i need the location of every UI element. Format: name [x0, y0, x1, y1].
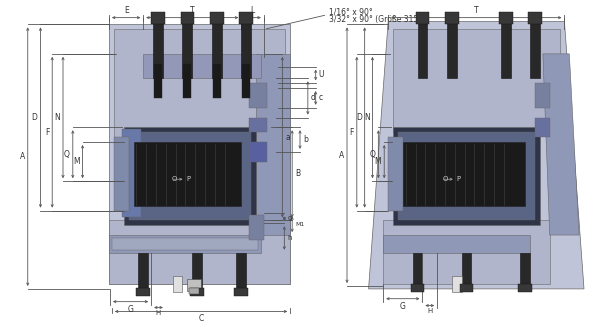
- Bar: [242, 64, 250, 98]
- Bar: [501, 15, 511, 78]
- Text: P: P: [186, 176, 190, 182]
- Bar: [398, 132, 535, 220]
- Bar: [136, 288, 150, 296]
- Text: d: d: [311, 93, 316, 102]
- Text: G: G: [128, 305, 134, 314]
- Bar: [210, 12, 224, 24]
- Bar: [499, 12, 512, 24]
- Bar: [528, 12, 542, 24]
- Text: D: D: [32, 113, 38, 122]
- Text: O: O: [172, 176, 178, 182]
- Bar: [112, 238, 258, 250]
- Bar: [114, 137, 128, 211]
- Text: L: L: [250, 6, 254, 15]
- Bar: [124, 127, 256, 225]
- Bar: [418, 15, 427, 78]
- Text: H: H: [156, 310, 161, 317]
- Text: M: M: [374, 157, 381, 166]
- Bar: [461, 253, 472, 287]
- Text: E: E: [124, 6, 128, 15]
- Text: B: B: [295, 169, 300, 178]
- Text: T: T: [190, 6, 194, 15]
- Text: M: M: [73, 157, 80, 166]
- Text: N: N: [364, 113, 370, 122]
- Bar: [154, 64, 162, 98]
- Bar: [249, 83, 267, 108]
- Text: Q: Q: [64, 150, 70, 159]
- Text: G: G: [400, 302, 406, 311]
- Text: C: C: [199, 314, 204, 323]
- Text: h: h: [287, 235, 292, 241]
- Text: O: O: [442, 176, 448, 182]
- Bar: [190, 288, 204, 296]
- Text: g: g: [287, 215, 292, 221]
- Polygon shape: [393, 29, 560, 132]
- Bar: [239, 12, 253, 24]
- Text: D: D: [356, 113, 362, 122]
- Polygon shape: [368, 21, 584, 289]
- Text: H: H: [427, 308, 433, 315]
- Polygon shape: [543, 54, 579, 235]
- Bar: [143, 54, 261, 78]
- Text: T: T: [474, 6, 479, 15]
- Bar: [520, 253, 530, 287]
- Bar: [530, 15, 540, 78]
- Bar: [447, 15, 457, 78]
- Bar: [256, 54, 290, 235]
- Bar: [122, 129, 142, 217]
- Bar: [235, 288, 248, 296]
- Bar: [192, 253, 202, 292]
- Bar: [182, 15, 192, 78]
- Bar: [416, 12, 429, 24]
- Bar: [393, 127, 540, 225]
- Text: b: b: [303, 135, 308, 144]
- Bar: [173, 276, 182, 292]
- Text: A: A: [20, 152, 25, 161]
- Bar: [445, 12, 458, 24]
- Polygon shape: [114, 29, 286, 142]
- Text: a: a: [286, 133, 290, 142]
- Bar: [249, 118, 267, 132]
- Bar: [403, 142, 525, 206]
- Bar: [212, 15, 221, 78]
- Polygon shape: [109, 25, 290, 284]
- Bar: [249, 215, 264, 240]
- Bar: [535, 83, 550, 108]
- Bar: [109, 235, 261, 253]
- Text: 3/32° x 90° (Größe 315): 3/32° x 90° (Größe 315): [329, 15, 422, 24]
- Text: 1/16° x 90°: 1/16° x 90°: [329, 7, 373, 16]
- Bar: [187, 279, 201, 291]
- Text: U: U: [319, 70, 324, 79]
- Bar: [236, 253, 246, 292]
- Text: A: A: [339, 151, 344, 160]
- Text: F: F: [45, 128, 49, 137]
- Bar: [460, 284, 473, 292]
- Bar: [241, 15, 251, 78]
- Bar: [109, 220, 290, 284]
- Bar: [153, 15, 163, 78]
- Text: Q: Q: [370, 150, 376, 159]
- Bar: [213, 64, 221, 98]
- Bar: [452, 276, 461, 292]
- Bar: [190, 288, 199, 294]
- Bar: [151, 12, 165, 24]
- Bar: [134, 142, 241, 206]
- Text: F: F: [349, 128, 354, 137]
- Text: N: N: [55, 113, 60, 122]
- Bar: [249, 142, 267, 162]
- Bar: [518, 284, 532, 292]
- Bar: [410, 284, 424, 292]
- Bar: [413, 253, 422, 287]
- Text: c: c: [319, 93, 323, 102]
- Bar: [535, 118, 550, 137]
- Bar: [388, 137, 403, 211]
- Text: M1: M1: [295, 222, 304, 227]
- Bar: [128, 132, 251, 220]
- Bar: [139, 253, 148, 292]
- Text: P: P: [457, 176, 461, 182]
- Bar: [181, 12, 194, 24]
- Bar: [184, 64, 191, 98]
- Bar: [383, 220, 550, 284]
- Bar: [383, 235, 530, 253]
